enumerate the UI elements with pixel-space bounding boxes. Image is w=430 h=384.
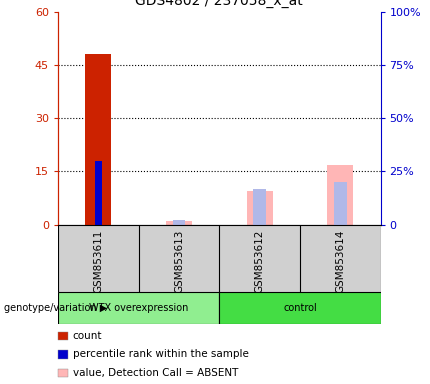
Text: genotype/variation ▶: genotype/variation ▶: [4, 303, 108, 313]
Text: GSM853611: GSM853611: [93, 229, 103, 293]
Bar: [247, 190, 273, 225]
Title: GDS4802 / 237058_x_at: GDS4802 / 237058_x_at: [135, 0, 303, 8]
Text: value, Detection Call = ABSENT: value, Detection Call = ABSENT: [73, 368, 238, 378]
Bar: [253, 189, 266, 225]
Text: GSM853612: GSM853612: [255, 229, 264, 293]
Text: percentile rank within the sample: percentile rank within the sample: [73, 349, 249, 359]
Text: GSM853614: GSM853614: [335, 229, 345, 293]
Text: control: control: [283, 303, 317, 313]
Bar: [172, 220, 185, 225]
Bar: [327, 165, 353, 225]
Bar: [334, 182, 347, 225]
Bar: [86, 54, 111, 225]
Text: WTX overexpression: WTX overexpression: [89, 303, 188, 313]
Bar: [219, 292, 381, 324]
Text: count: count: [73, 331, 102, 341]
Bar: [58, 292, 219, 324]
Bar: [95, 161, 102, 225]
Bar: [166, 222, 192, 225]
Text: GSM853613: GSM853613: [174, 229, 184, 293]
